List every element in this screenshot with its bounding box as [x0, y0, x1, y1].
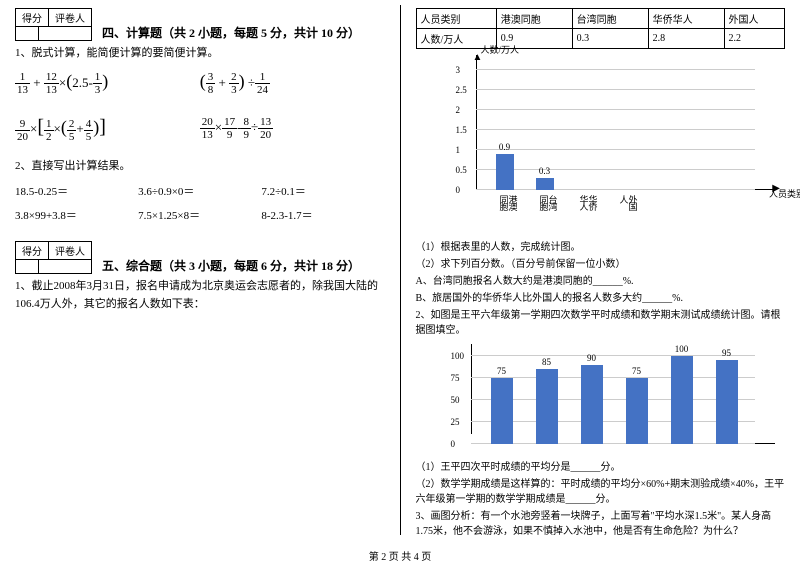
calc-row-1: 18.5-0.25＝ 3.6÷0.9×0＝ 7.2÷0.1＝ [15, 183, 385, 199]
calc-1: 18.5-0.25＝ [15, 183, 138, 199]
th5: 外国人 [724, 9, 785, 29]
score-blank [16, 27, 39, 40]
section4-title: 四、计算题（共 2 小题，每题 5 分，共计 10 分） [102, 24, 360, 41]
formula-4: 2013×179-89÷1320 [200, 116, 385, 143]
p4: （2）数学学期成绩是这样算的：平时成绩的平均分×60%+期末测验成绩×40%，王… [416, 477, 786, 507]
bar-chart-1: 人数/万人 人员类别 ▲ ▶ 00.511.522.530.9港澳同胞0.3台湾… [456, 55, 786, 210]
right-column: 人员类别 港澳同胞 台湾同胞 华侨华人 外国人 人数/万人 0.9 0.3 2.… [401, 0, 800, 540]
th2: 港澳同胞 [496, 9, 572, 29]
bar-chart-2: 02550751007585907510095 [446, 344, 786, 454]
p3: （1）王平四次平时成绩的平均分是______分。 [416, 460, 786, 475]
q5-1-text: 1、截止2008年3月31日，报名申请成为北京奥运会志愿者的，除我国大陆的106… [15, 278, 385, 313]
formula-1: 113 + 1213×(2.5-13) [15, 71, 200, 97]
calc-4: 3.8×99+3.8＝ [15, 207, 138, 223]
arrow-y-icon: ▲ [473, 52, 483, 63]
th1: 人员类别 [416, 9, 496, 29]
table-row: 人数/万人 0.9 0.3 2.8 2.2 [416, 29, 785, 49]
score-box-2: 得分评卷人 [15, 241, 92, 274]
calc-row-2: 3.8×99+3.8＝ 7.5×1.25×8＝ 8-2.3-1.7＝ [15, 207, 385, 223]
table-row: 人员类别 港澳同胞 台湾同胞 华侨华人 外国人 [416, 9, 785, 29]
score-label: 得分 [16, 9, 49, 26]
score-box: 得分评卷人 [15, 8, 92, 41]
formula-3: 920×[12×(25+45)] [15, 116, 200, 143]
v4: 2.2 [724, 29, 785, 49]
q2: 2、如图是王平六年级第一学期四次数学平时成绩和数学期末测试成绩统计图。请根据图填… [416, 308, 786, 338]
section5-title: 五、综合题（共 3 小题，每题 6 分，共计 18 分） [102, 257, 360, 274]
p1: （1）根据表里的人数，完成统计图。 [416, 240, 786, 255]
q2-text: 2、直接写出计算结果。 [15, 158, 385, 176]
v2: 0.3 [572, 29, 648, 49]
calc-3: 7.2÷0.1＝ [261, 183, 384, 199]
q1-text: 1、脱式计算，能简便计算的要简便计算。 [15, 45, 385, 63]
section4-head: 得分评卷人 四、计算题（共 2 小题，每题 5 分，共计 10 分） [15, 8, 385, 41]
data-table: 人员类别 港澳同胞 台湾同胞 华侨华人 外国人 人数/万人 0.9 0.3 2.… [416, 8, 786, 49]
grader-label: 评卷人 [49, 9, 91, 26]
v3: 2.8 [648, 29, 724, 49]
p2a: A、台湾同胞报名人数大约是港澳同胞的______%. [416, 274, 786, 289]
calc-6: 8-2.3-1.7＝ [261, 207, 384, 223]
th3: 台湾同胞 [572, 9, 648, 29]
section5-head: 得分评卷人 五、综合题（共 3 小题，每题 6 分，共计 18 分） [15, 241, 385, 274]
formula-2: (38 + 23) ÷124 [200, 71, 385, 97]
calc-2: 3.6÷0.9×0＝ [138, 183, 261, 199]
formula-row-2: 920×[12×(25+45)] 2013×179-89÷1320 [15, 116, 385, 143]
page-footer: 第 2 页 共 4 页 [0, 548, 800, 563]
calc-5: 7.5×1.25×8＝ [138, 207, 261, 223]
grader-blank [39, 27, 64, 40]
formula-row-1: 113 + 1213×(2.5-13) (38 + 23) ÷124 [15, 71, 385, 97]
p2b: B、旅居国外的华侨华人比外国人的报名人数多大约______%. [416, 291, 786, 306]
q3: 3、画图分析：有一个水池旁竖着一块牌子，上面写着"平均水深1.5米"。某人身高1… [416, 509, 786, 539]
left-column: 得分评卷人 四、计算题（共 2 小题，每题 5 分，共计 10 分） 1、脱式计… [0, 0, 400, 540]
p2: （2）求下列百分数。（百分号前保留一位小数） [416, 257, 786, 272]
chart1-ytitle: 人数/万人 [481, 43, 520, 56]
th4: 华侨华人 [648, 9, 724, 29]
page-content: 得分评卷人 四、计算题（共 2 小题，每题 5 分，共计 10 分） 1、脱式计… [0, 0, 800, 540]
